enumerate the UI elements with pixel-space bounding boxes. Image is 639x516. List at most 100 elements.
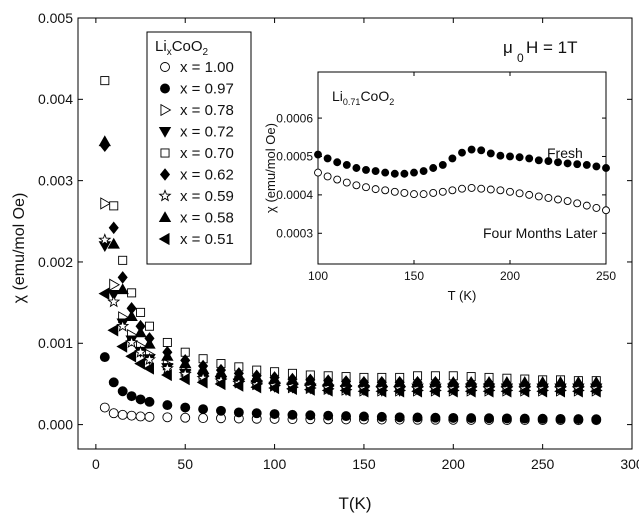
inset-data-point bbox=[506, 187, 514, 196]
legend-item: x = 0.58 bbox=[158, 210, 234, 227]
data-point bbox=[591, 414, 602, 425]
legend-item: x = 0.62 bbox=[159, 167, 234, 184]
inset-data-point bbox=[429, 189, 438, 197]
field-annotation: μ 0 H = 1T bbox=[503, 38, 578, 65]
data-point bbox=[109, 278, 121, 291]
legend-label: x = 0.62 bbox=[180, 167, 234, 184]
inset-data-point bbox=[342, 178, 351, 187]
legend-item: x = 0.70 bbox=[160, 145, 234, 162]
data-point bbox=[127, 288, 137, 298]
data-point bbox=[180, 402, 191, 413]
inset-data-point bbox=[323, 154, 332, 163]
data-point bbox=[162, 337, 172, 347]
data-point bbox=[216, 405, 226, 416]
main-y-tick-label: 0.002 bbox=[38, 254, 73, 270]
series-051 bbox=[98, 287, 601, 398]
legend-marker bbox=[160, 83, 170, 94]
data-point bbox=[464, 376, 478, 387]
legend-label: x = 0.78 bbox=[180, 102, 234, 119]
inset-data-point bbox=[458, 184, 466, 193]
inset-data-point bbox=[333, 175, 342, 184]
data-point bbox=[339, 384, 351, 397]
data-point bbox=[196, 376, 208, 389]
legend-item: x = 0.51 bbox=[158, 231, 234, 248]
data-point bbox=[136, 307, 146, 317]
legend-title-rest: CoO bbox=[172, 38, 203, 55]
inset-title: Li0.71CoO2 bbox=[332, 88, 394, 107]
legend-title-main: Li bbox=[155, 38, 167, 55]
inset-data-point bbox=[381, 168, 390, 177]
legend-label: x = 0.59 bbox=[180, 188, 234, 205]
data-point bbox=[447, 376, 460, 387]
data-point bbox=[287, 409, 298, 420]
data-point bbox=[232, 369, 246, 381]
data-point bbox=[214, 366, 228, 378]
data-point bbox=[162, 412, 173, 423]
data-point bbox=[117, 386, 128, 397]
inset-data-point bbox=[515, 153, 524, 162]
data-point bbox=[107, 294, 121, 308]
data-point bbox=[98, 287, 110, 300]
inset-data-point bbox=[506, 152, 514, 161]
inset-data-point bbox=[573, 160, 582, 169]
main-y-tick-label: 0.001 bbox=[38, 335, 73, 351]
data-point bbox=[304, 374, 317, 386]
main-x-axis-label: T(K) bbox=[338, 494, 371, 513]
inset-data-point bbox=[342, 160, 351, 169]
data-point bbox=[251, 408, 262, 419]
data-point bbox=[107, 237, 120, 249]
inset-data-point bbox=[563, 159, 572, 168]
data-point bbox=[484, 413, 494, 424]
legend-marker bbox=[158, 189, 172, 202]
inset-data-point bbox=[534, 156, 543, 165]
data-point bbox=[134, 357, 146, 370]
data-point bbox=[268, 372, 281, 384]
inset-data-point bbox=[362, 183, 370, 192]
legend-label: x = 1.00 bbox=[180, 59, 234, 76]
inset-data-point bbox=[352, 164, 361, 172]
data-point bbox=[518, 385, 530, 398]
legend-label: x = 0.51 bbox=[180, 231, 234, 248]
legend-marker bbox=[160, 103, 172, 117]
main-x-tick-label: 300 bbox=[620, 456, 639, 472]
inset-data-point bbox=[573, 199, 582, 208]
legend-title: LixCoO2 bbox=[155, 38, 209, 58]
data-point bbox=[143, 337, 156, 349]
data-point bbox=[375, 385, 387, 398]
data-point bbox=[98, 241, 111, 253]
data-point bbox=[466, 413, 477, 424]
data-point bbox=[572, 385, 583, 398]
data-point bbox=[118, 255, 128, 265]
inset-data-point bbox=[477, 184, 486, 193]
inset-data-point bbox=[554, 195, 562, 204]
inset-data-point bbox=[352, 181, 361, 190]
data-point bbox=[448, 412, 459, 423]
data-point bbox=[162, 400, 173, 411]
data-point bbox=[198, 413, 209, 424]
series-058 bbox=[98, 135, 603, 387]
data-point bbox=[554, 376, 567, 387]
data-point bbox=[537, 413, 548, 424]
data-point bbox=[286, 382, 297, 395]
inset-data-point bbox=[592, 203, 601, 212]
main-x-tick-label: 0 bbox=[92, 456, 100, 472]
data-point bbox=[135, 411, 146, 422]
legend-label: x = 0.97 bbox=[180, 81, 234, 98]
legend-item: x = 0.59 bbox=[158, 188, 234, 205]
data-point bbox=[268, 381, 280, 395]
data-point bbox=[178, 372, 190, 386]
data-point bbox=[286, 373, 299, 385]
inset-data-point bbox=[400, 189, 409, 197]
data-point bbox=[134, 345, 148, 358]
inset-x-tick-label: 200 bbox=[500, 269, 520, 283]
inset-axes: 100 150 200 250 0.0003 0.0004 0.0005 0.0006 bbox=[276, 72, 616, 283]
inset-data-point bbox=[496, 186, 505, 195]
data-point bbox=[135, 394, 146, 405]
data-point bbox=[411, 376, 424, 387]
inset-data-point bbox=[419, 167, 428, 176]
data-point bbox=[376, 411, 387, 422]
inset-y-tick-label: 0.0003 bbox=[276, 226, 313, 240]
legend-marker bbox=[160, 62, 170, 72]
data-point bbox=[341, 411, 352, 422]
data-point bbox=[144, 321, 154, 331]
